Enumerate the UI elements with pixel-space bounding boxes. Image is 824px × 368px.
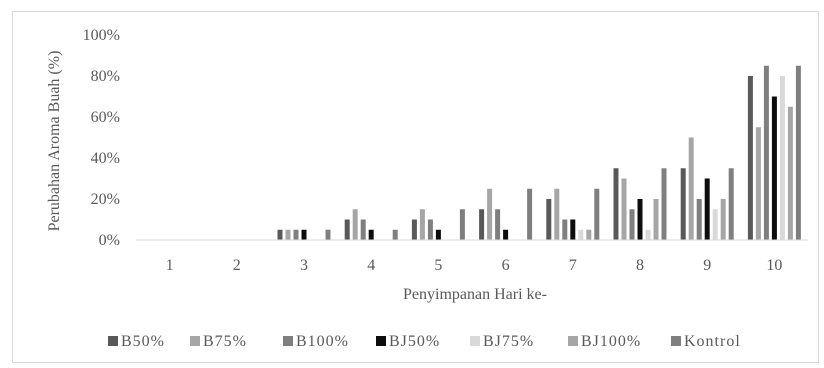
bar [503,229,509,240]
bar [578,229,584,240]
bar [712,209,718,240]
bar [629,209,635,240]
bar [352,209,358,240]
bar [787,106,793,240]
x-tick-label: 8 [636,257,644,274]
bar [747,76,753,240]
x-tick-label: 1 [166,257,174,274]
bar [637,199,643,240]
bar [344,219,350,240]
bar [771,96,777,240]
bar [459,209,465,240]
bar [755,127,761,240]
legend-swatch [108,336,118,346]
bar [645,229,651,240]
bar [795,65,801,240]
x-tick-label: 2 [233,257,241,274]
bar [277,229,283,240]
bar [435,229,441,240]
bar [554,188,560,240]
legend-label: BJ50% [389,333,440,350]
legend-swatch [283,336,293,346]
bar [285,229,291,240]
legend: B50% B75% B100% BJ50% BJ75% BJ100% Kontrol [108,333,741,350]
x-tick-label: 4 [367,257,375,274]
bar [546,199,552,240]
bar [293,229,299,240]
y-tick-label: 20% [91,191,120,208]
bar [594,188,600,240]
x-axis-title: Penyimpanan Hari ke- [403,286,547,303]
bar [613,168,619,240]
x-tick-label: 6 [502,257,510,274]
bar [696,199,702,240]
bars [277,65,801,240]
x-tick-label: 7 [569,257,577,274]
legend-label: BJ75% [483,333,534,350]
bar [325,229,331,240]
x-tick-label: 5 [434,257,442,274]
legend-label: Kontrol [684,333,741,350]
bar [392,229,398,240]
bar [527,188,533,240]
bar [763,65,769,240]
bar [368,229,374,240]
x-axis-ticks: 1 2 3 4 5 6 7 8 9 10 [166,257,783,274]
x-tick-label: 10 [766,257,782,274]
bar [360,219,366,240]
bar [621,178,627,240]
bar [661,168,667,240]
legend-swatch [470,336,480,346]
legend-label: B100% [296,333,349,350]
bar [779,76,785,240]
x-tick-label: 3 [300,257,308,274]
bar [728,168,734,240]
y-tick-label: 60% [91,109,120,126]
y-tick-label: 100% [83,27,120,44]
bar [495,209,501,240]
bar [411,219,417,240]
y-tick-label: 80% [91,68,120,85]
x-tick-label: 9 [703,257,711,274]
bar [427,219,433,240]
bar [570,219,576,240]
legend-label: B50% [121,333,165,350]
bar [704,178,710,240]
bar [479,209,485,240]
bar [562,219,568,240]
y-tick-label: 40% [91,150,120,167]
bar [586,229,592,240]
bar [419,209,425,240]
y-axis-ticks: 0% 20% 40% 60% 80% 100% [83,27,120,249]
legend-swatch [376,336,386,346]
bar [653,199,659,240]
bar [720,199,726,240]
legend-label: B75% [203,333,247,350]
bar [301,229,307,240]
bar [688,137,694,240]
y-tick-label: 0% [99,232,120,249]
bar [487,188,493,240]
legend-swatch [671,336,681,346]
legend-label: BJ100% [581,333,641,350]
y-axis-title: Perubahan Aroma Buah (%) [46,51,63,232]
legend-swatch [190,336,200,346]
legend-swatch [568,336,578,346]
bar [680,168,686,240]
